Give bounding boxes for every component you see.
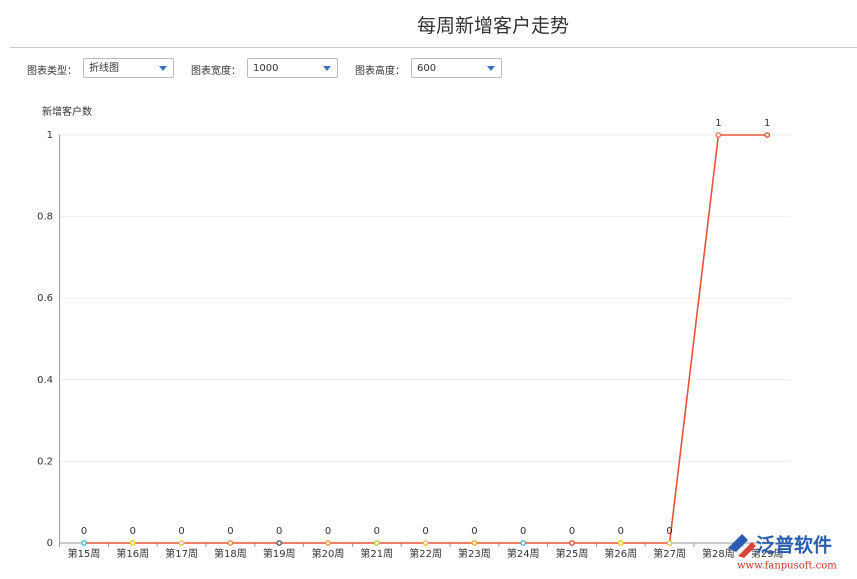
x-tick-label: 第28周 [702, 547, 735, 560]
select-value: 折线图 [89, 63, 119, 74]
point [569, 540, 575, 546]
value-label: 0 [81, 526, 87, 537]
page-title: 每周新增客户走势 [416, 15, 569, 37]
point [764, 132, 771, 138]
value-label: 0 [374, 526, 380, 537]
value-label: 1 [764, 118, 770, 129]
x-tick-label: 第27周 [653, 547, 686, 560]
y-tick-label: 0.4 [37, 375, 53, 386]
control-label: 图表宽度： [191, 66, 241, 77]
divider [10, 47, 857, 48]
point [325, 540, 331, 546]
x-tick-label: 第23周 [458, 547, 491, 560]
x-tick-label: 第20周 [312, 547, 345, 560]
x-tick-label: 第21周 [360, 547, 393, 560]
point [715, 132, 722, 138]
select-value: 600 [417, 63, 437, 74]
point [373, 540, 380, 546]
value-label: 1 [715, 118, 721, 129]
x-tick-label: 第15周 [68, 547, 101, 560]
value-label: 0 [227, 526, 233, 537]
y-tick-label: 0 [47, 538, 53, 549]
point [227, 540, 234, 546]
select-value: 1000 [253, 63, 279, 74]
point [276, 540, 283, 546]
value-label: 0 [276, 526, 282, 537]
point [422, 540, 429, 546]
x-tick-label: 第24周 [507, 547, 540, 560]
chart-height-select[interactable]: 600 [411, 58, 502, 78]
value-label: 0 [471, 526, 477, 537]
value-label: 0 [666, 526, 672, 537]
y-tick-label: 1 [47, 130, 53, 141]
chart-width-select[interactable]: 1000 [247, 58, 338, 78]
value-label: 0 [325, 526, 331, 537]
logo [728, 534, 748, 552]
value-label: 0 [618, 526, 624, 537]
watermark: 泛普软件 www.fanpusoft.com [728, 534, 837, 572]
chart-type-select[interactable]: 折线图 [83, 58, 174, 78]
point [81, 540, 87, 546]
value-label: 0 [569, 526, 575, 537]
x-tick-label: 第17周 [165, 547, 198, 560]
point [520, 540, 527, 546]
x-tick-label: 第25周 [556, 547, 589, 560]
point [471, 540, 478, 546]
watermark-url: www.fanpusoft.com [737, 561, 837, 572]
point [617, 540, 624, 546]
point [129, 540, 136, 546]
y-tick-label: 0.2 [37, 456, 53, 467]
value-label: 0 [178, 526, 184, 537]
x-tick-label: 第22周 [409, 547, 442, 560]
logo [738, 542, 756, 558]
value-label: 0 [422, 526, 428, 537]
value-label: 0 [130, 526, 136, 537]
x-tick-label: 第26周 [604, 547, 637, 560]
x-tick-label: 第19周 [263, 547, 296, 560]
value-label: 0 [520, 526, 526, 537]
point [178, 540, 185, 546]
point [666, 540, 673, 546]
y-tick-label: 0.8 [37, 212, 53, 223]
watermark-brand: 泛普软件 [756, 534, 832, 557]
x-tick-label: 第18周 [214, 547, 247, 560]
data-line [84, 134, 768, 544]
control-label: 图表高度： [355, 66, 405, 77]
y-tick-label: 0.6 [37, 293, 53, 304]
y-axis-label: 新增客户数 [42, 105, 92, 118]
x-tick-label: 第29周 [751, 547, 784, 560]
control-label: 图表类型： [27, 66, 77, 77]
x-tick-label: 第16周 [116, 547, 149, 560]
